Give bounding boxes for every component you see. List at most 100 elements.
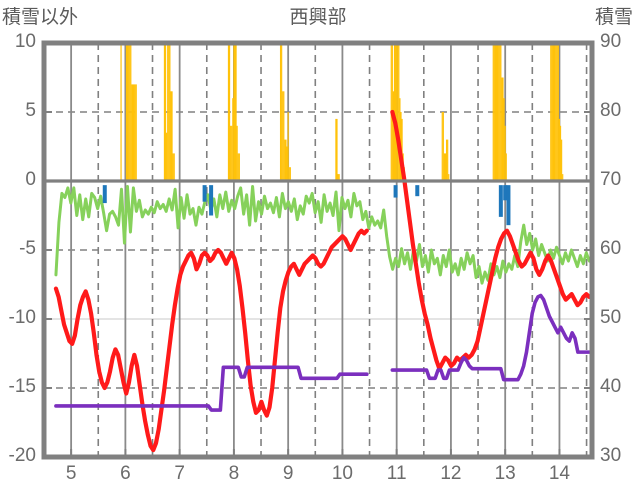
snow-bar bbox=[502, 77, 504, 181]
snow-bar bbox=[233, 43, 235, 181]
snow-bar bbox=[135, 84, 137, 181]
snow-bar bbox=[286, 146, 288, 181]
x-axis-label: 7 bbox=[174, 463, 185, 484]
snow-bar bbox=[338, 174, 340, 181]
snow-bar bbox=[129, 43, 131, 181]
snow-bar bbox=[230, 125, 232, 181]
y-axis-label-left: 5 bbox=[25, 100, 36, 121]
snow-bar bbox=[163, 43, 166, 181]
snow-bar bbox=[557, 43, 559, 181]
snow-bar bbox=[167, 43, 169, 181]
y-axis-label-right: 40 bbox=[600, 376, 622, 397]
y-axis-label-right: 50 bbox=[600, 307, 622, 328]
series-line-purple bbox=[390, 293, 592, 382]
x-axis-label: 13 bbox=[494, 463, 516, 484]
y-axis-label-right: 60 bbox=[600, 238, 622, 259]
snow-bar bbox=[492, 43, 494, 181]
snow-bar bbox=[552, 43, 554, 181]
snow-bar bbox=[493, 43, 495, 181]
y-axis-label-right: 70 bbox=[600, 169, 622, 190]
y-axis-label-left: -10 bbox=[8, 307, 36, 328]
snow-bar bbox=[231, 125, 233, 181]
snow-bar bbox=[288, 167, 290, 181]
snow-bar bbox=[285, 139, 287, 181]
snow-bar bbox=[551, 43, 553, 181]
snow-bar bbox=[550, 43, 552, 181]
snow-bar bbox=[397, 43, 399, 181]
snow-bar bbox=[282, 91, 284, 181]
snow-bar bbox=[504, 125, 506, 181]
snow-bar bbox=[495, 43, 498, 181]
snow-bar bbox=[234, 43, 236, 181]
snow-bar bbox=[500, 43, 502, 181]
snow-bar bbox=[131, 84, 133, 181]
snow-bar bbox=[448, 174, 450, 181]
snow-bar bbox=[227, 43, 230, 181]
snow-bar bbox=[501, 77, 503, 181]
snow-bar bbox=[134, 84, 136, 181]
x-axis-label: 11 bbox=[386, 463, 407, 484]
snow-bar bbox=[169, 43, 171, 181]
snow-bar bbox=[555, 43, 557, 181]
snow-bar bbox=[289, 167, 291, 181]
snow-bar bbox=[287, 112, 289, 181]
snow-bar bbox=[447, 139, 449, 181]
snow-bar bbox=[166, 132, 168, 181]
left-axis-caption: 積雪以外 bbox=[2, 7, 79, 28]
series-line-green bbox=[54, 185, 591, 285]
x-axis-label: 8 bbox=[228, 463, 240, 484]
snow-bar bbox=[442, 112, 444, 181]
right-axis-caption: 積雪 bbox=[594, 7, 633, 28]
snow-bar bbox=[505, 153, 507, 181]
snow-bar bbox=[441, 112, 443, 181]
x-axis-label: 14 bbox=[548, 463, 571, 484]
snow-bar bbox=[236, 125, 238, 181]
snow-bar bbox=[125, 43, 128, 181]
snow-bar bbox=[284, 139, 286, 181]
snow-bar bbox=[554, 43, 556, 181]
series-line-red bbox=[390, 109, 592, 371]
snow-bar bbox=[496, 43, 499, 181]
y-axis-label-left: -15 bbox=[8, 376, 36, 397]
snow-bar bbox=[562, 174, 564, 181]
snow-bar bbox=[235, 43, 237, 181]
snow-bar bbox=[173, 153, 175, 181]
snow-bar bbox=[164, 43, 167, 181]
series-line-purple bbox=[54, 365, 369, 412]
snow-bar bbox=[281, 43, 283, 181]
y-axis-label-right: 80 bbox=[600, 100, 622, 121]
snow-bar bbox=[443, 153, 446, 181]
snow-bar bbox=[120, 43, 122, 181]
snow-bar bbox=[503, 98, 505, 181]
y-axis-label-left: -5 bbox=[19, 238, 36, 259]
x-axis-label: 10 bbox=[331, 463, 353, 484]
snow-bar bbox=[126, 43, 129, 181]
x-axis-label: 12 bbox=[440, 463, 462, 484]
snow-bar bbox=[556, 43, 558, 181]
snow-bar bbox=[279, 43, 282, 181]
snow-bar bbox=[445, 139, 448, 181]
snow-bar bbox=[132, 84, 134, 181]
snow-bar bbox=[232, 98, 234, 181]
snow-bar bbox=[228, 43, 231, 181]
snow-bar bbox=[444, 153, 447, 181]
snow-bar bbox=[498, 43, 500, 181]
snow-bar bbox=[396, 43, 398, 181]
snow-bar bbox=[335, 118, 337, 181]
snow-bar bbox=[559, 125, 562, 181]
y-axis-label-left: 0 bbox=[25, 169, 36, 190]
snow-bar bbox=[494, 43, 497, 181]
snow-bar bbox=[171, 91, 173, 181]
snow-bar bbox=[401, 118, 403, 181]
snow-bar bbox=[553, 43, 555, 181]
snow-bar bbox=[558, 118, 561, 181]
snow-bar bbox=[394, 43, 397, 181]
snow-bar bbox=[337, 174, 339, 181]
snow-bar bbox=[170, 91, 172, 181]
snow-bar bbox=[392, 91, 395, 181]
snow-bar bbox=[398, 43, 400, 181]
snow-bar bbox=[237, 153, 239, 181]
y-axis-label-right: 30 bbox=[600, 445, 622, 466]
